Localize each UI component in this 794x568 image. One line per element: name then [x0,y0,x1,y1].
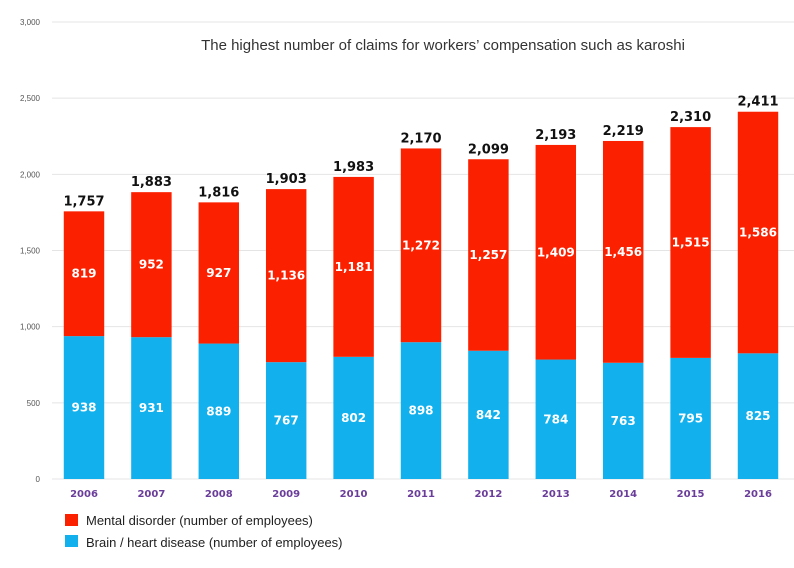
legend-swatch-mental [65,514,78,526]
bars: 938 819 1,757 931 952 1,883 889 927 1,816 767 1,13… [63,95,779,479]
bar-mental-disorder [131,192,172,338]
data-label-brain-heart: 795 [678,411,703,425]
bar-mental-disorder [198,202,240,344]
x-tick-label: 2007 [137,489,165,500]
data-label-total: 1,816 [198,185,239,200]
data-label-mental-disorder: 952 [139,258,164,272]
bar-brain-heart [333,356,374,479]
bar-mental-disorder [400,148,442,343]
bar-brain-heart [468,350,509,479]
data-label-total: 2,411 [737,95,778,110]
x-tick-label: 2016 [744,489,772,500]
data-label-total: 2,099 [468,142,509,157]
data-label-mental-disorder: 819 [71,267,96,281]
data-label-brain-heart: 767 [274,414,299,428]
data-label-mental-disorder: 1,515 [672,236,710,250]
data-label-mental-disorder: 927 [206,266,231,280]
y-tick-label: 500 [27,399,41,408]
bar-brain-heart [265,362,307,479]
bar-brain-heart [131,337,172,479]
bar-brain-heart [535,359,577,479]
x-tick-label: 2010 [340,489,368,500]
data-label-total: 2,193 [535,128,576,143]
bar-brain-heart [198,343,240,479]
data-label-mental-disorder: 1,586 [739,226,777,240]
bar-brain-heart [400,342,442,479]
legend-label-brain: Brain / heart disease (number of employe… [86,535,343,550]
bar-brain-heart [63,336,105,479]
bar-brain-heart [670,357,711,479]
bar-mental-disorder [63,211,105,337]
data-label-total: 2,310 [670,110,711,125]
y-tick-label: 2,500 [20,94,41,103]
x-tick-label: 2012 [474,489,502,500]
data-label-mental-disorder: 1,272 [402,238,440,252]
data-label-brain-heart: 763 [611,414,636,428]
bar-brain-heart [602,362,644,479]
data-label-total: 1,903 [266,172,307,187]
x-tick-label: 2015 [677,489,705,500]
y-tick-label: 3,000 [20,18,41,27]
bar-mental-disorder [265,189,307,363]
data-label-total: 2,219 [603,124,644,139]
data-label-mental-disorder: 1,257 [469,248,507,262]
data-label-brain-heart: 842 [476,408,501,422]
x-tick-label: 2009 [272,489,300,500]
data-label-total: 1,983 [333,160,374,175]
data-label-total: 1,757 [63,194,104,209]
data-label-mental-disorder: 1,181 [335,260,373,274]
data-label-brain-heart: 784 [543,412,568,426]
bar-brain-heart [737,353,779,479]
y-axis-ticks: 0 500 1,000 1,500 2,000 2,500 3,000 [20,18,41,484]
data-label-brain-heart: 938 [71,401,96,415]
data-label-brain-heart: 898 [408,404,433,418]
data-label-total: 1,883 [131,175,172,190]
x-tick-label: 2011 [407,489,435,500]
bar-mental-disorder [468,159,509,351]
data-label-mental-disorder: 1,136 [267,269,305,283]
x-tick-label: 2008 [205,489,233,500]
legend: Mental disorder (number of employees) Br… [65,513,343,550]
data-label-mental-disorder: 1,456 [604,245,642,259]
y-tick-label: 1,000 [20,323,41,332]
x-tick-label: 2006 [70,489,98,500]
x-axis-ticks: 2006 2007 2008 2009 2010 2011 2012 2013 2014 2015… [70,489,772,500]
data-label-brain-heart: 802 [341,411,366,425]
y-tick-label: 1,500 [20,247,41,256]
data-label-brain-heart: 825 [745,409,770,423]
legend-swatch-brain [65,535,78,547]
chart-title: The highest number of claims for workers… [201,37,685,54]
bar-mental-disorder [670,127,711,358]
data-label-mental-disorder: 1,409 [537,245,575,259]
data-label-brain-heart: 931 [139,401,164,415]
x-tick-label: 2014 [609,489,637,500]
x-tick-label: 2013 [542,489,570,500]
bar-mental-disorder [333,176,374,357]
y-tick-label: 2,000 [20,170,41,179]
data-label-brain-heart: 889 [206,404,231,418]
y-tick-label: 0 [36,475,41,484]
data-label-total: 2,170 [400,131,441,146]
bar-mental-disorder [602,140,644,363]
bar-mental-disorder [535,144,577,360]
bar-mental-disorder [737,111,779,354]
legend-label-mental: Mental disorder (number of employees) [86,513,313,528]
